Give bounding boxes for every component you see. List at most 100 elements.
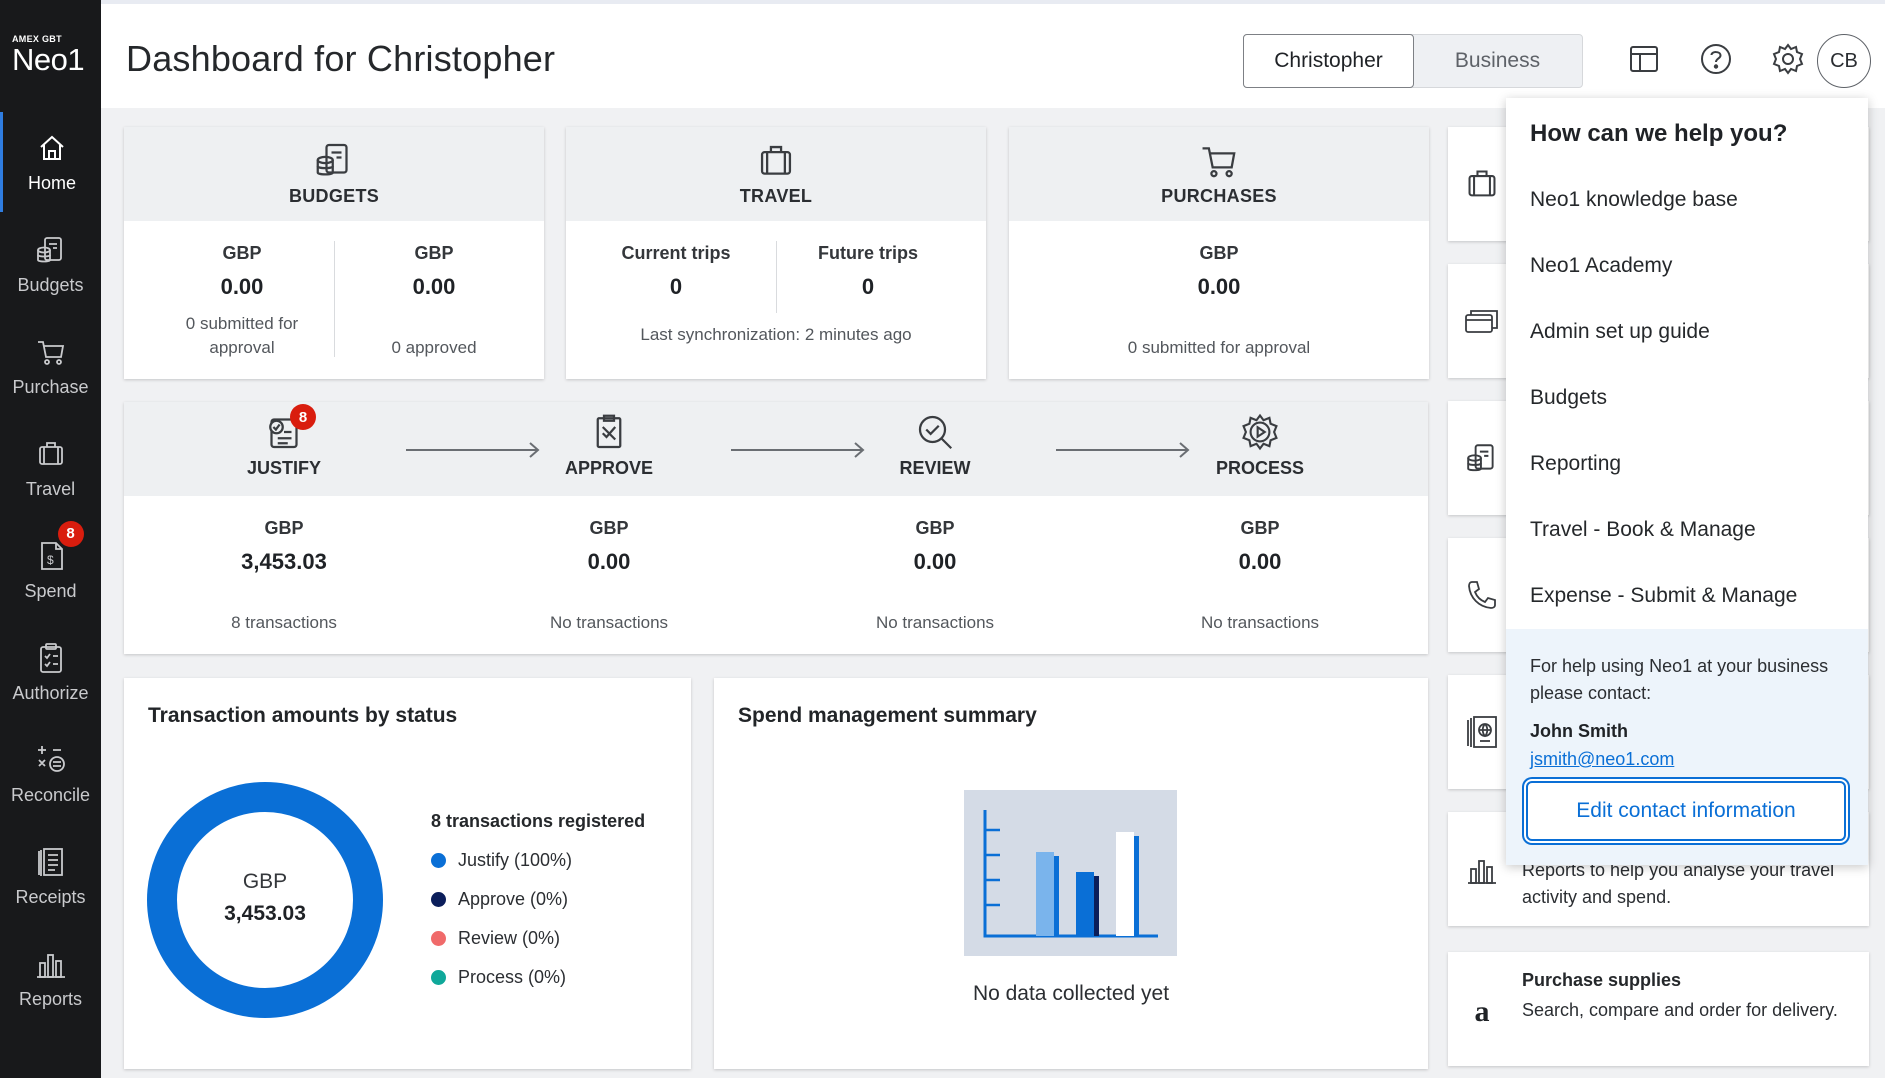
justify-totals: GBP 3,453.03 8 transactions	[184, 518, 384, 635]
future-trips: Future trips 0	[780, 243, 956, 300]
sidebar-item-label: Reconcile	[10, 784, 91, 805]
workflow-step-justify[interactable]: 8 JUSTIFY	[184, 404, 384, 479]
transactions-panel-title: Transaction amounts by status	[148, 704, 458, 727]
amount-value: 0.00	[1197, 274, 1241, 299]
gear-icon[interactable]	[1769, 40, 1807, 78]
workflow-step-process[interactable]: PROCESS	[1160, 412, 1360, 479]
sidebar-item-label: Purchase	[12, 376, 89, 397]
luggage-icon	[34, 437, 68, 471]
amount-value: 0.00	[587, 549, 631, 574]
contact-email-link[interactable]: jsmith@neo1.com	[1530, 749, 1675, 769]
gear-play-icon	[1242, 413, 1278, 451]
donut-slice-justify[interactable]	[147, 782, 383, 1018]
help-link-reporting[interactable]: Reporting	[1530, 452, 1622, 475]
contact-intro-text: For help using Neo1 at your business ple…	[1530, 656, 1829, 703]
legend-item-approve: Approve (0%)	[431, 889, 568, 910]
workflow-step-approve[interactable]: APPROVE	[509, 412, 709, 479]
travel-card[interactable]: TRAVEL Current trips 0 Future trips 0 La…	[566, 127, 986, 379]
legend-label: Review (0%)	[458, 928, 561, 948]
currency-label: GBP	[589, 518, 629, 538]
future-trips-value: 0	[861, 274, 875, 299]
legend-label: Justify (100%)	[458, 850, 573, 870]
sidebar-item-budgets[interactable]: Budgets	[0, 214, 101, 314]
edit-contact-button[interactable]: Edit contact information	[1526, 781, 1846, 841]
sidebar-item-label: Authorize	[12, 682, 89, 703]
help-link-travel[interactable]: Travel - Book & Manage	[1530, 518, 1756, 541]
phone-icon	[1462, 575, 1502, 615]
workflow-step-title: APPROVE	[564, 458, 654, 478]
contact-name: John Smith	[1530, 721, 1628, 741]
budget-icon	[1462, 438, 1502, 478]
help-link-expense[interactable]: Expense - Submit & Manage	[1530, 584, 1798, 607]
help-link-academy[interactable]: Neo1 Academy	[1530, 254, 1673, 277]
travel-card-header: TRAVEL	[566, 127, 986, 221]
cart-icon	[34, 335, 68, 369]
legend-item-justify: Justify (100%)	[431, 850, 572, 871]
svg-text:$: $	[47, 553, 54, 567]
sidebar-item-reports[interactable]: Reports	[0, 928, 101, 1028]
no-data-text: No data collected yet	[972, 982, 1170, 1005]
help-link-admin-guide[interactable]: Admin set up guide	[1530, 320, 1710, 343]
transactions-count: 8 transactions	[231, 613, 337, 632]
divider	[334, 241, 335, 357]
help-icon[interactable]	[1697, 40, 1735, 78]
workflow-step-title: PROCESS	[1215, 458, 1305, 478]
currency-label: GBP	[1240, 518, 1280, 538]
amount-value: 0.00	[913, 549, 957, 574]
currency-label: GBP	[264, 518, 304, 538]
sidebar-item-reconcile[interactable]: Reconcile	[0, 724, 101, 824]
spend-panel-title: Spend management summary	[738, 704, 1037, 727]
toggle-business-button[interactable]: Business	[1454, 49, 1541, 72]
legend-swatch	[431, 931, 446, 946]
page-title: Dashboard for Christopher	[126, 38, 556, 79]
legend-swatch	[431, 892, 446, 907]
purchase-supplies-title: Purchase supplies	[1522, 970, 1682, 990]
current-trips-label: Current trips	[621, 243, 731, 263]
justify-icon-wrap: 8	[264, 404, 316, 452]
spend-management-card: Spend management summary No data collect…	[714, 678, 1428, 1069]
help-link-knowledge-base[interactable]: Neo1 knowledge base	[1530, 188, 1738, 211]
purchases-card[interactable]: PURCHASES GBP 0.00 0 submitted for appro…	[1009, 127, 1429, 379]
clipboard-check-icon	[34, 641, 68, 675]
review-totals: GBP 0.00 No transactions	[835, 518, 1035, 635]
budgets-card[interactable]: BUDGETS GBP 0.00 0 submitted for approva…	[124, 127, 544, 379]
sidebar-item-purchase[interactable]: Purchase	[0, 316, 101, 416]
legend-label: Approve (0%)	[458, 889, 569, 909]
amount-value: 3,453.03	[241, 549, 327, 574]
budgets-approved: GBP 0.00 0 approved	[346, 243, 522, 360]
sidebar-item-travel[interactable]: Travel	[0, 418, 101, 518]
neo1-logo[interactable]: AMEX GBT Neo1	[12, 34, 85, 76]
right-card-purchase-supplies[interactable]: a Purchase supplies Search, compare and …	[1448, 952, 1869, 1066]
arrow-right-icon	[406, 440, 542, 460]
luggage-icon	[760, 145, 792, 175]
help-link-budgets[interactable]: Budgets	[1530, 386, 1608, 409]
user-avatar[interactable]: CB	[1817, 34, 1871, 88]
transactions-registered-text: 8 transactions registered	[431, 811, 646, 831]
purchases-note: 0 submitted for approval	[1127, 338, 1311, 357]
sidebar-item-receipts[interactable]: Receipts	[0, 826, 101, 926]
empty-chart-illustration	[964, 790, 1177, 956]
approve-totals: GBP 0.00 No transactions	[509, 518, 709, 635]
budgets-submitted-note: 0 submitted for approval	[185, 314, 299, 357]
divider	[776, 241, 777, 313]
legend-swatch	[431, 853, 446, 868]
transactions-count: No transactions	[549, 613, 669, 632]
budgets-card-title: BUDGETS	[288, 186, 380, 206]
current-trips: Current trips 0	[588, 243, 764, 300]
transactions-count: No transactions	[875, 613, 995, 632]
currency-label: GBP	[222, 243, 262, 263]
magnifier-check-icon	[918, 415, 953, 450]
layout-icon[interactable]	[1625, 40, 1663, 78]
workflow-step-review[interactable]: REVIEW	[835, 412, 1035, 479]
workflow-card: 8 JUSTIFY APPROVE REVIEW PROCESS GBP 3,4…	[124, 402, 1428, 654]
sidebar-item-label: Spend	[24, 580, 77, 601]
toggle-personal-button[interactable]: Christopher	[1243, 34, 1414, 88]
reports-card-text: Reports to help you analyse your travel …	[1522, 860, 1835, 907]
sidebar-item-spend[interactable]: $ 8 Spend	[0, 520, 101, 620]
sidebar-item-label: Home	[27, 172, 76, 193]
sidebar-item-home[interactable]: Home	[0, 112, 101, 212]
workflow-step-title: JUSTIFY	[246, 458, 321, 478]
donut-center-amount: 3,453.03	[224, 902, 306, 925]
transactions-by-status-card: Transaction amounts by status GBP 3,453.…	[124, 678, 691, 1069]
sidebar-item-authorize[interactable]: Authorize	[0, 622, 101, 722]
